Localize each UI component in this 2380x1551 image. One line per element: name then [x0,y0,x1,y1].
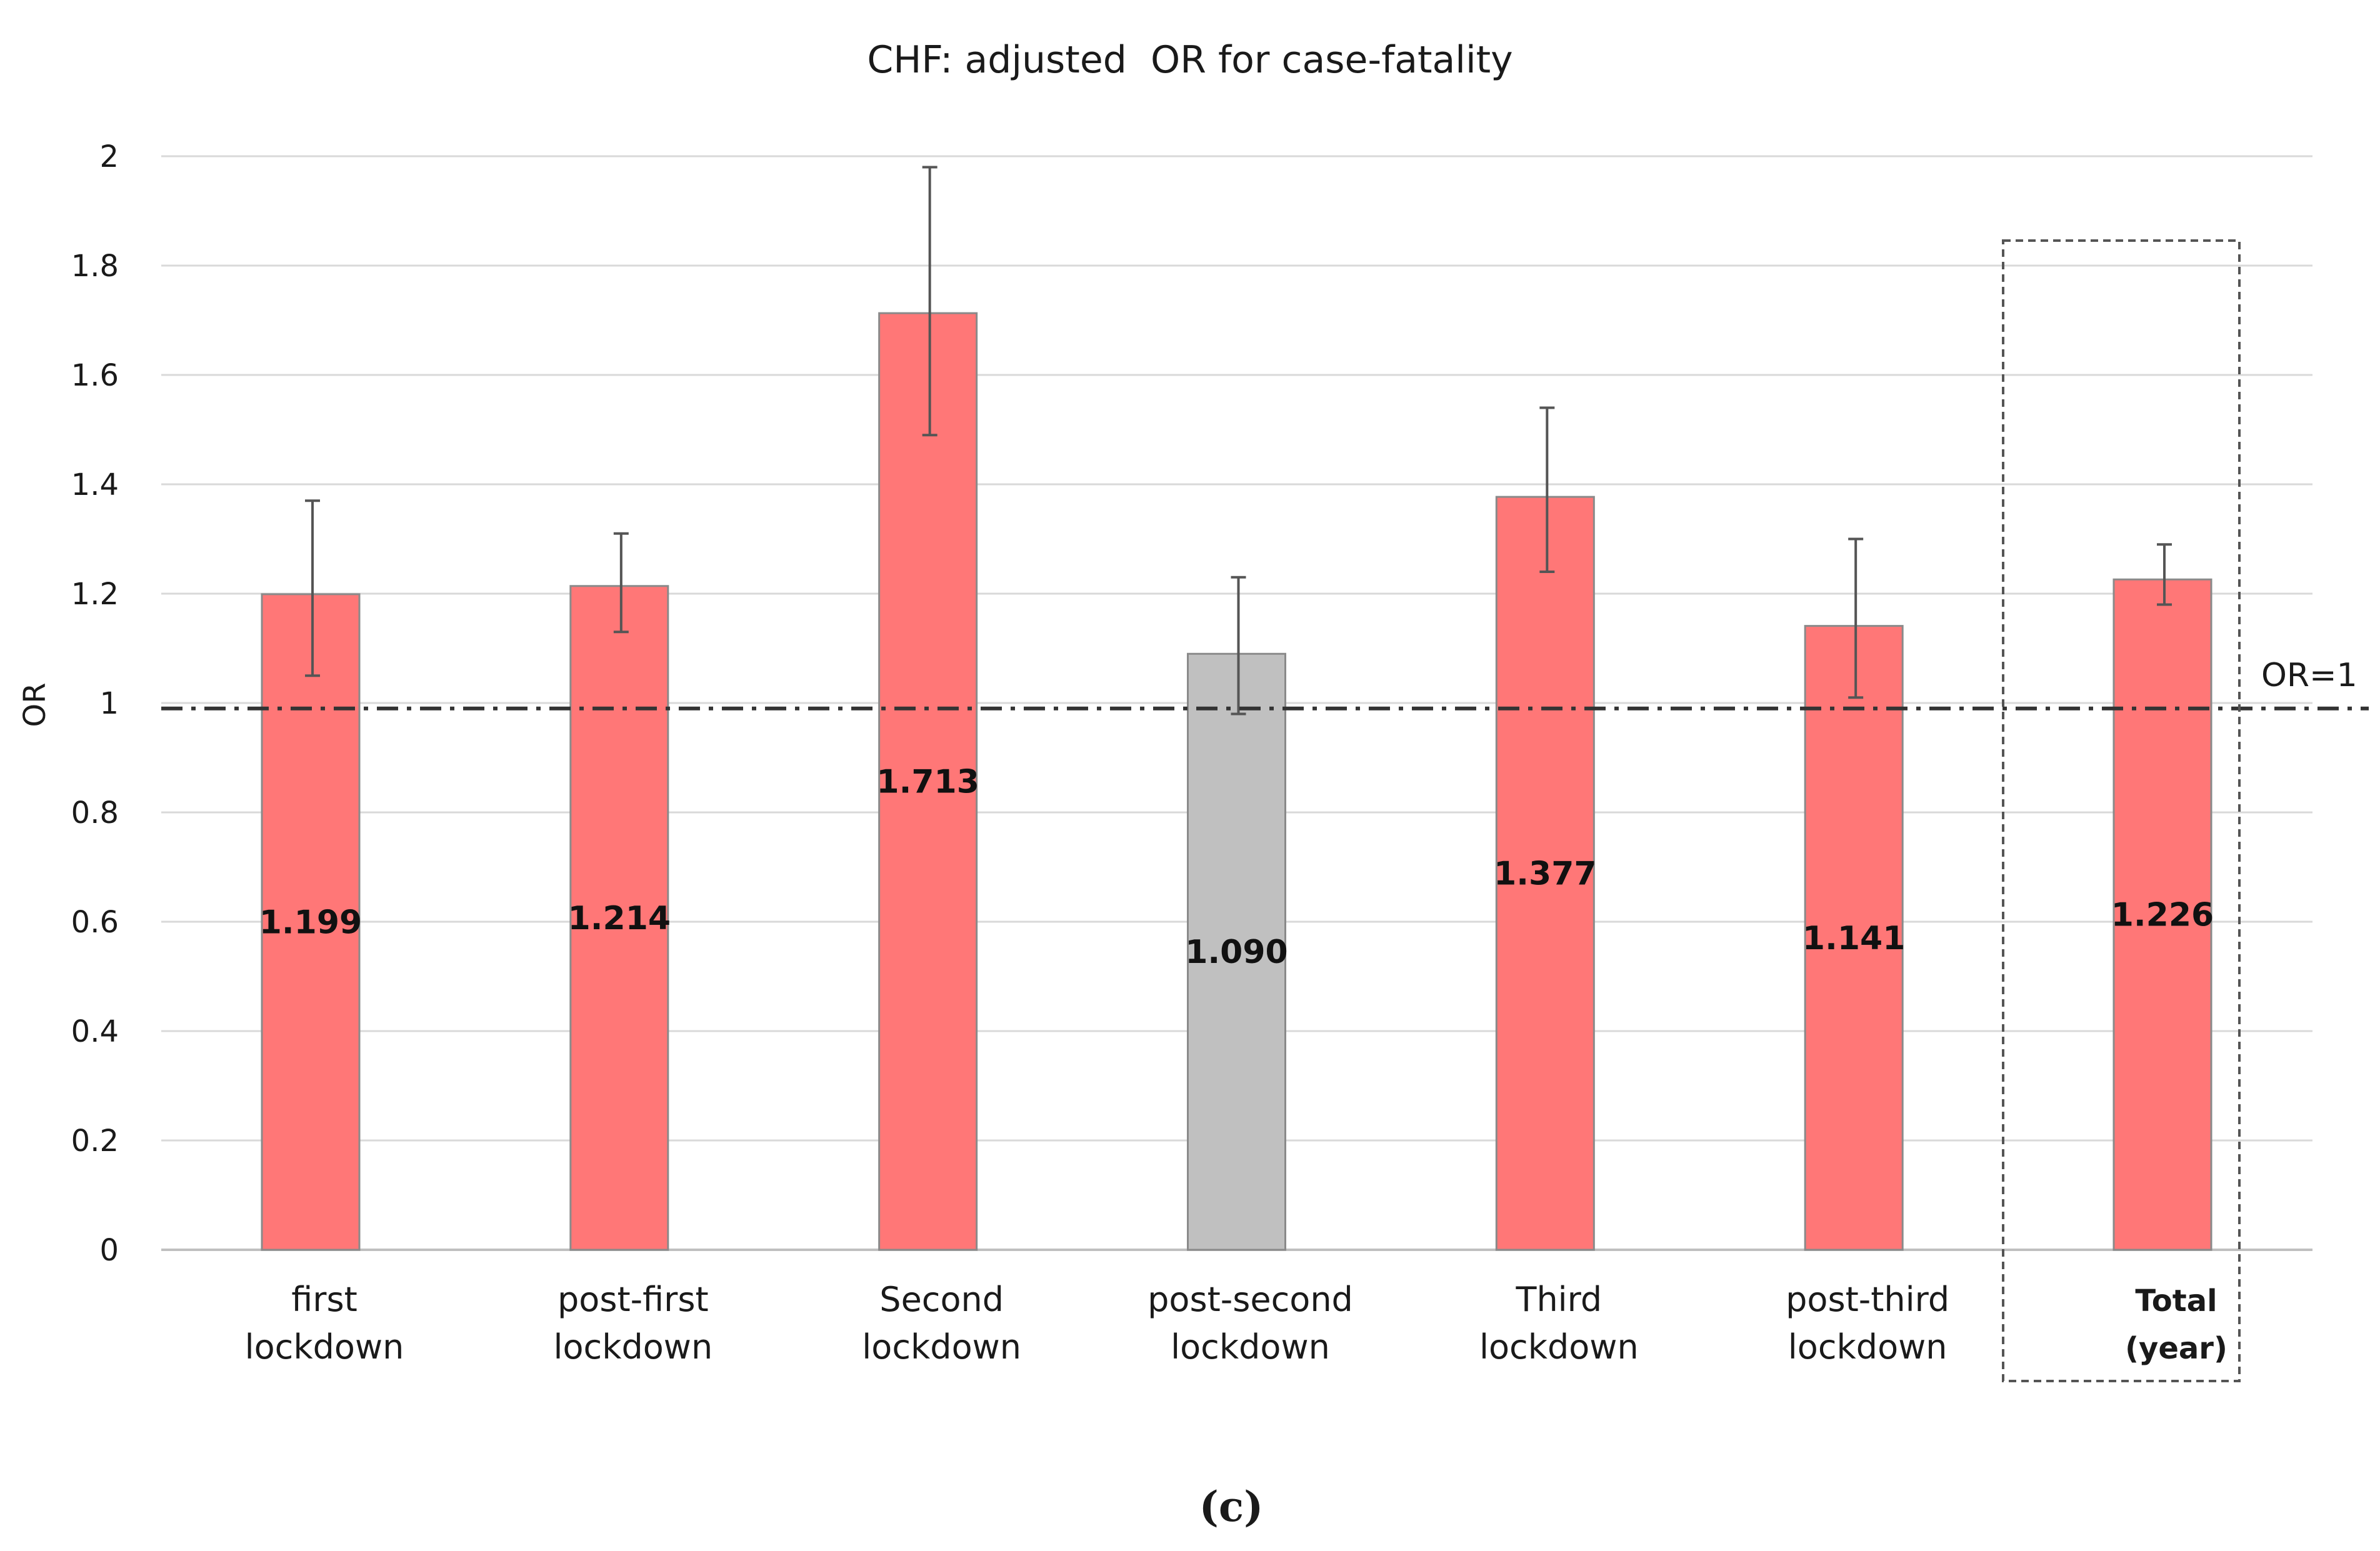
x-tick-label: Second [879,1280,1004,1319]
x-tick-label: lockdown [862,1327,1021,1367]
bar [1804,625,1904,1251]
x-tick-label: lockdown [1788,1327,1948,1367]
y-tick-label: 0 [99,1233,119,1268]
x-tick-label: first [291,1280,358,1319]
data-label: 1.141 [1802,920,1905,957]
bar [569,585,669,1251]
reference-line-group: OR=1 [161,657,2369,711]
x-tick-label: (year) [2125,1331,2228,1366]
x-tick-label: Third [1515,1280,1602,1319]
data-label: 1.713 [876,764,979,801]
x-tick-label: lockdown [553,1327,712,1367]
data-label: 1.090 [1185,934,1288,971]
x-tick-label: lockdown [1171,1327,1330,1367]
bar [2112,578,2212,1251]
bar [878,312,978,1251]
bar [261,593,361,1251]
x-tick-label: post-third [1786,1280,1949,1319]
y-axis-ticks: 0 0.2 0.4 0.6 0.8 1 1.2 1.4 1.6 1.8 2 [71,139,119,1268]
y-tick-label: 0.6 [71,905,119,940]
chart-title: CHF: adjusted OR for case-fatality [867,38,1512,82]
data-labels: 1.199 1.214 1.713 1.090 1.377 1.141 1.226 [259,764,2214,972]
y-tick-label: 1 [99,686,119,721]
y-tick-label: 1.6 [71,358,119,393]
data-label: 1.377 [1494,855,1596,893]
y-tick-label: 0.2 [71,1124,119,1159]
x-tick-label: lockdown [1479,1327,1639,1367]
data-label: 1.226 [2111,897,2214,934]
bars [261,312,2212,1251]
y-tick-label: 1.8 [71,249,119,284]
y-tick-label: 1.2 [71,577,119,612]
y-tick-label: 0.8 [71,795,119,830]
y-tick-label: 1.4 [71,467,119,502]
x-tick-label: post-first [558,1280,709,1319]
total-year-highlight-box [2002,239,2241,1382]
data-label: 1.199 [259,904,362,941]
x-axis-ticks: first lockdown post-first lockdown Second loc… [245,1280,2228,1367]
x-tick-label: lockdown [245,1327,404,1367]
bar [1495,496,1595,1251]
bar [1187,652,1286,1251]
error-bars [305,166,2172,716]
data-label: 1.214 [568,900,671,937]
figure-caption: (c) [1199,1482,1264,1531]
x-tick-label: Total [2135,1284,2217,1319]
y-tick-label: 0.4 [71,1014,119,1049]
y-tick-label: 2 [99,139,119,174]
x-tick-label: post-second [1148,1280,1353,1319]
reference-line-label: OR=1 [2261,657,2358,694]
y-axis-label: OR [18,682,52,727]
